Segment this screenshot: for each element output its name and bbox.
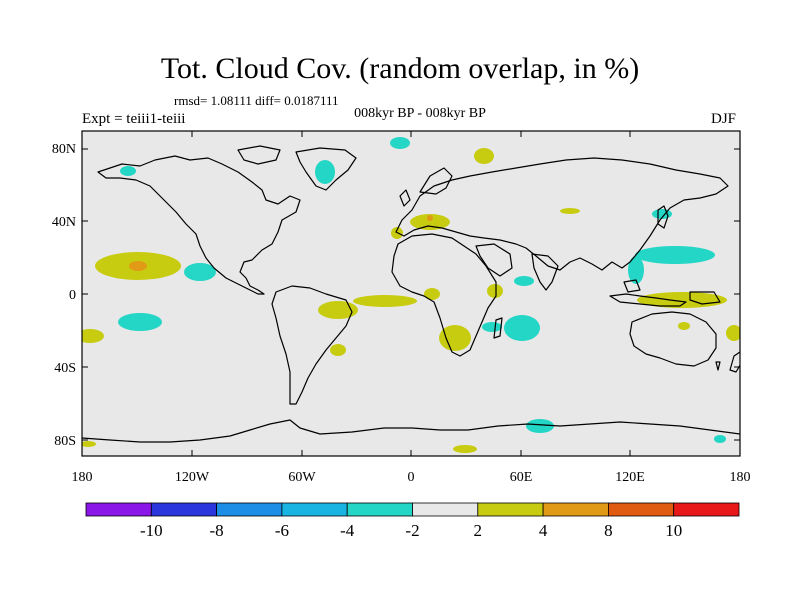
- longitude-axis: 180 120W 60W 0 60E 120E 180: [72, 131, 751, 485]
- lon-label-120w: 120W: [175, 470, 210, 485]
- colorbar-swatch-3: [281, 502, 348, 517]
- patch-pos-nw-australia: [678, 322, 690, 330]
- patch-pos-satlantic: [353, 295, 417, 307]
- colorbar-label-8: 10: [665, 521, 682, 540]
- coast-uk: [399, 189, 411, 207]
- coast-greenland: [295, 147, 357, 191]
- colorbar-label-2: -6: [275, 521, 289, 540]
- colorbar-swatch-6: [477, 502, 544, 517]
- lon-label-60e: 60E: [510, 470, 533, 485]
- coast-south-america: [271, 285, 353, 405]
- coast-borneo: [623, 279, 641, 293]
- lon-label-0: 0: [408, 470, 415, 485]
- rmsd-diff-stats: rmsd= 1.08111 diff= 0.0187111: [174, 93, 339, 108]
- patch-neg-greenland: [315, 160, 335, 184]
- latitude-axis: 80N 40N 0 40S 80S: [52, 142, 740, 449]
- patch-pos-gulf-guinea: [424, 288, 440, 300]
- patch-neg-ross: [714, 435, 726, 443]
- colorbar-swatch-8: [608, 502, 675, 517]
- strong-positive-patches: [129, 215, 433, 271]
- patch-pos-southafrica: [439, 325, 471, 351]
- lat-label-40s: 40S: [54, 361, 76, 376]
- patch-pos-mediterranean: [410, 214, 450, 230]
- patch-neg-wpacific: [635, 246, 715, 264]
- lon-label-180e: 180: [730, 470, 751, 485]
- patch-pos-antarctic-west: [82, 441, 96, 447]
- experiment-label: Expt = teiii1-teiii: [82, 111, 186, 127]
- colorbar-label-3: -4: [340, 521, 355, 540]
- patch-strong-npacific: [129, 261, 147, 271]
- colorbar-label-0: -10: [140, 521, 163, 540]
- coast-australia: [629, 311, 717, 367]
- patch-neg-npacific: [184, 263, 216, 281]
- coast-new-guinea: [689, 291, 721, 305]
- coastlines: [82, 145, 740, 443]
- colorbar-label-5: 2: [474, 521, 483, 540]
- map-title: Tot. Cloud Cov. (random overlap, in %): [160, 52, 640, 85]
- coast-madagascar: [493, 317, 503, 339]
- patch-pos-spacific-west: [82, 329, 104, 343]
- coast-africa: [391, 233, 497, 357]
- lon-label-120e: 120E: [615, 470, 645, 485]
- lat-label-80n: 80N: [52, 142, 76, 157]
- patch-pos-pacific-east: [726, 325, 740, 341]
- colorbar: -10 -8 -6 -4 -2 2 4 8 10: [85, 502, 740, 540]
- negative-anomaly-patches: [118, 137, 726, 443]
- colorbar-swatch-4: [346, 502, 413, 517]
- season-label: DJF: [711, 111, 737, 127]
- lon-label-60w: 60W: [288, 470, 316, 485]
- coast-india: [531, 253, 559, 291]
- colorbar-swatch-0: [85, 502, 152, 517]
- lat-label-80s: 80S: [54, 434, 76, 449]
- map-background: [82, 131, 740, 456]
- colorbar-swatch-1: [150, 502, 218, 517]
- period-label: 008kyr BP - 008kyr BP: [354, 106, 486, 121]
- patch-neg-spacific: [118, 313, 162, 331]
- patch-pos-argentina: [330, 344, 346, 356]
- colorbar-label-6: 4: [539, 521, 548, 540]
- patch-neg-antarctic: [526, 419, 554, 433]
- colorbar-label-1: -8: [210, 521, 224, 540]
- lat-label-0: 0: [69, 288, 76, 303]
- coast-scandinavia: [419, 167, 453, 195]
- patch-pos-barents: [474, 148, 494, 164]
- coast-tasmania: [715, 361, 721, 371]
- colorbar-swatch-2: [216, 502, 283, 517]
- coast-north-america: [97, 155, 301, 295]
- patch-neg-madagascar: [482, 322, 502, 332]
- patch-neg-arabian: [514, 276, 534, 286]
- patch-neg-philippines: [628, 256, 644, 284]
- colorbar-swatch-5: [412, 502, 479, 517]
- coast-arabia: [475, 243, 513, 277]
- lat-label-40n: 40N: [52, 215, 76, 230]
- coast-eurasia: [395, 157, 729, 271]
- colorbar-swatch-9: [673, 502, 740, 517]
- patch-pos-centralasia: [560, 208, 580, 214]
- patch-pos-brazil: [318, 301, 358, 319]
- colorbar-label-4: -2: [405, 521, 419, 540]
- coast-antarctica: [82, 419, 740, 443]
- patch-pos-antarctic: [453, 445, 477, 453]
- coast-indonesia: [609, 293, 687, 307]
- lon-label-180w: 180: [72, 470, 93, 485]
- coast-japan: [657, 205, 669, 229]
- patch-neg-indian: [504, 315, 540, 341]
- coast-arctic-islands: [237, 145, 281, 165]
- patch-strong-mediterranean: [427, 215, 433, 221]
- patch-neg-arctic: [390, 137, 410, 149]
- patch-pos-eastafrica: [487, 284, 503, 298]
- patch-neg-alaska: [120, 166, 136, 176]
- colorbar-swatch-7: [542, 502, 609, 517]
- colorbar-label-7: 8: [604, 521, 613, 540]
